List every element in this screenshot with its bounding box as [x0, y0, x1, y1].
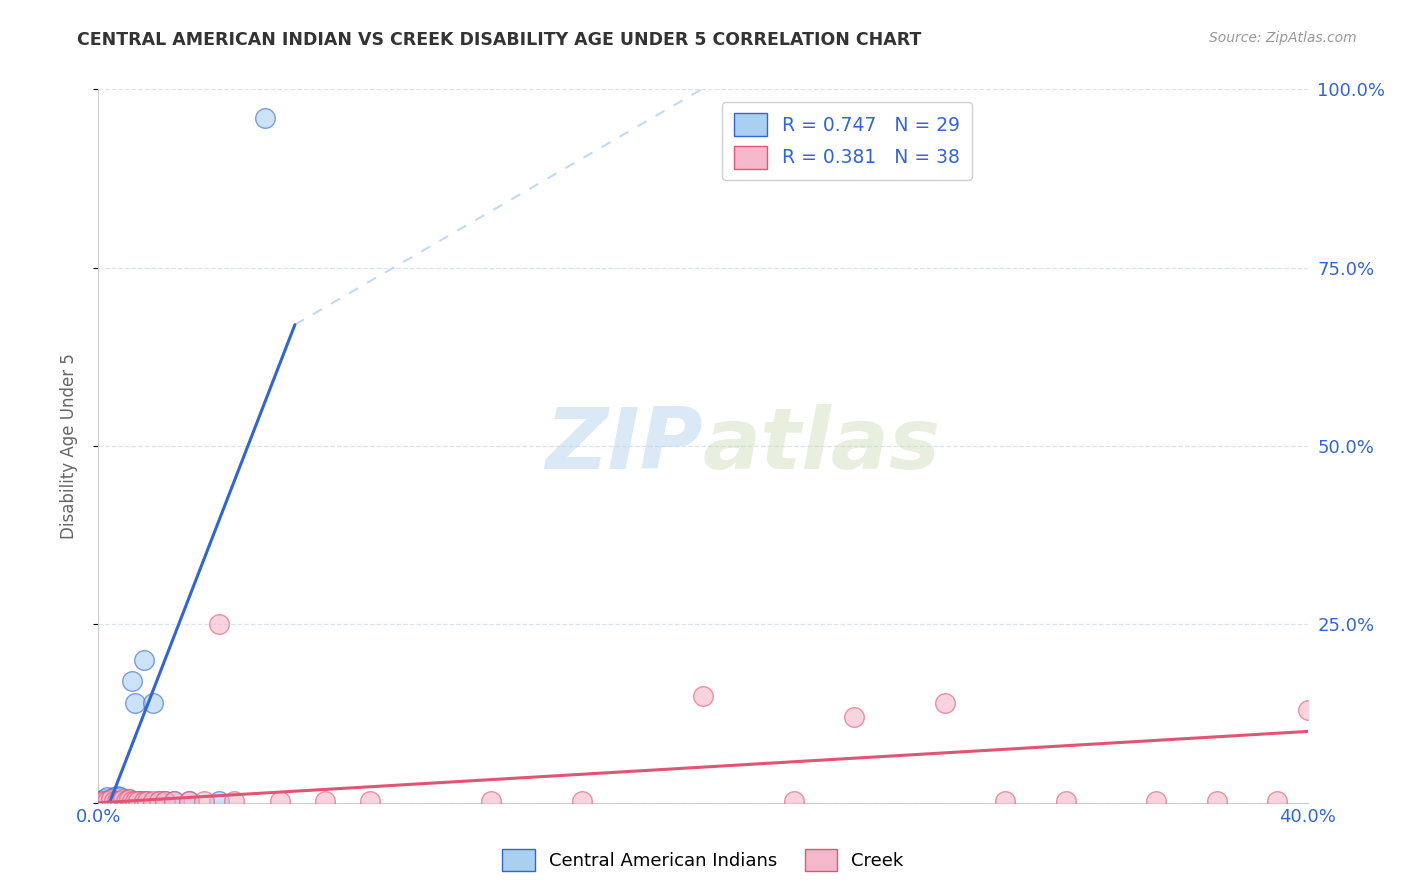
Point: [124, 794, 146, 808]
Point: [114, 794, 136, 808]
Point: [135, 794, 157, 808]
Point: [1054, 794, 1077, 808]
Point: [103, 794, 125, 808]
Text: Source: ZipAtlas.com: Source: ZipAtlas.com: [1209, 31, 1357, 45]
Point: [783, 794, 806, 808]
Point: [1206, 794, 1229, 808]
Point: [148, 794, 170, 808]
Point: [121, 674, 143, 689]
Point: [179, 794, 201, 808]
Point: [93, 794, 115, 808]
Point: [124, 696, 146, 710]
Text: CENTRAL AMERICAN INDIAN VS CREEK DISABILITY AGE UNDER 5 CORRELATION CHART: CENTRAL AMERICAN INDIAN VS CREEK DISABIL…: [77, 31, 922, 49]
Point: [132, 653, 155, 667]
Point: [314, 794, 336, 808]
Legend: R = 0.747   N = 29, R = 0.381   N = 38: R = 0.747 N = 29, R = 0.381 N = 38: [723, 103, 972, 180]
Point: [105, 794, 128, 808]
Point: [118, 792, 141, 806]
Point: [1144, 794, 1167, 808]
Point: [121, 794, 143, 808]
Point: [208, 794, 231, 808]
Legend: Central American Indians, Creek: Central American Indians, Creek: [495, 842, 911, 879]
Point: [1296, 703, 1319, 717]
Point: [208, 617, 231, 632]
Point: [844, 710, 866, 724]
Point: [153, 794, 176, 808]
Point: [127, 794, 149, 808]
Point: [692, 689, 714, 703]
Point: [103, 790, 125, 805]
Point: [253, 111, 276, 125]
Point: [127, 794, 149, 808]
Point: [111, 794, 134, 808]
Text: ZIP: ZIP: [546, 404, 703, 488]
Point: [108, 794, 131, 808]
Point: [96, 794, 118, 808]
Point: [163, 794, 186, 808]
Point: [224, 794, 246, 808]
Point: [90, 794, 112, 808]
Point: [179, 794, 201, 808]
Point: [100, 794, 122, 808]
Point: [994, 794, 1017, 808]
Point: [163, 794, 186, 808]
Point: [93, 792, 115, 806]
Point: [153, 794, 176, 808]
Point: [1267, 794, 1289, 808]
Point: [96, 794, 118, 808]
Point: [90, 794, 112, 808]
Y-axis label: Disability Age Under 5: Disability Age Under 5: [59, 353, 77, 539]
Point: [571, 794, 593, 808]
Point: [148, 794, 170, 808]
Point: [114, 794, 136, 808]
Point: [360, 794, 382, 808]
Point: [93, 794, 115, 808]
Point: [105, 789, 128, 803]
Point: [100, 792, 122, 806]
Point: [111, 792, 134, 806]
Point: [142, 696, 165, 710]
Point: [132, 794, 155, 808]
Point: [100, 792, 122, 806]
Point: [129, 794, 152, 808]
Point: [108, 794, 131, 808]
Point: [481, 794, 503, 808]
Point: [193, 794, 215, 808]
Text: atlas: atlas: [703, 404, 941, 488]
Point: [105, 794, 128, 808]
Point: [269, 794, 291, 808]
Point: [135, 794, 157, 808]
Point: [96, 790, 118, 805]
Point: [118, 792, 141, 806]
Point: [108, 790, 131, 805]
Point: [142, 794, 165, 808]
Point: [103, 794, 125, 808]
Point: [934, 696, 956, 710]
